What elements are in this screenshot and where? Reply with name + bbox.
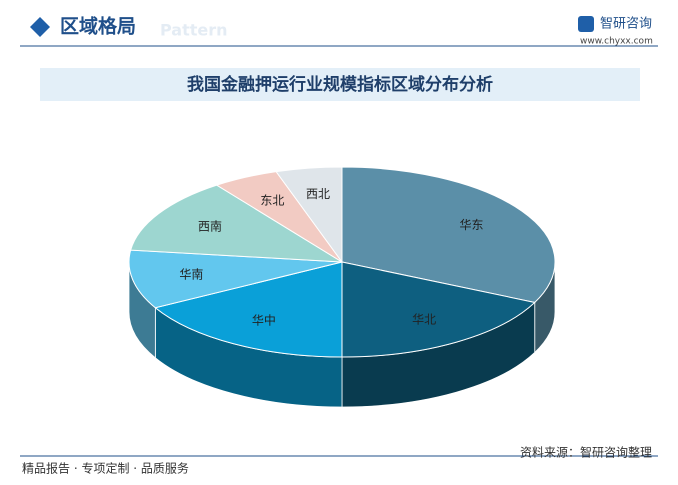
slice-label: 华中 xyxy=(252,312,276,327)
slice-top xyxy=(154,261,343,358)
brand-logo xyxy=(578,16,594,32)
pie-slice xyxy=(275,166,343,264)
slice-top xyxy=(130,184,343,263)
footer-slogan: 精品报告 · 专项定制 · 品质服务 xyxy=(22,461,189,476)
pie-slice xyxy=(341,166,556,354)
slice-label: 西南 xyxy=(198,219,222,234)
footer-source: 资料来源：智研咨询整理 xyxy=(520,445,652,460)
pie-slice xyxy=(154,261,343,408)
pie-slice xyxy=(130,184,343,263)
brand-name: 智研咨询 xyxy=(600,17,652,32)
slice-label: 华南 xyxy=(179,266,203,281)
brand-url: www.chyxx.com xyxy=(580,37,653,47)
slice-label: 华北 xyxy=(412,312,436,326)
chart-title: 我国金融押运行业规模指标区域分布分析 xyxy=(187,74,493,95)
slice-top xyxy=(341,166,556,303)
pie-slice xyxy=(128,249,343,359)
header-icon xyxy=(30,17,50,37)
header-title: 区域格局 xyxy=(60,15,136,38)
title-box xyxy=(40,68,640,101)
pie-slice xyxy=(341,261,536,408)
header-watermark: Pattern xyxy=(160,21,228,40)
slice-label: 西北 xyxy=(306,187,330,201)
slice-label: 华东 xyxy=(459,218,483,232)
slice-top xyxy=(341,261,536,358)
slice-top xyxy=(275,166,343,264)
slice-label: 东北 xyxy=(260,194,284,208)
slice-top xyxy=(128,249,343,309)
